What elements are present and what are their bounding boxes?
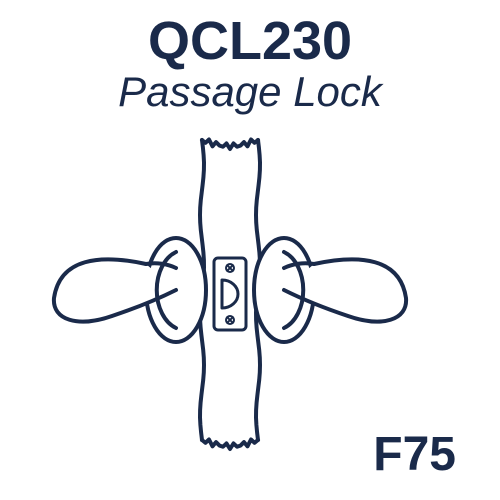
lock-diagram-canvas: QCL230 Passage Lock F75 bbox=[0, 0, 500, 500]
function-code: F75 bbox=[373, 427, 456, 482]
lock-line-drawing bbox=[0, 0, 500, 500]
